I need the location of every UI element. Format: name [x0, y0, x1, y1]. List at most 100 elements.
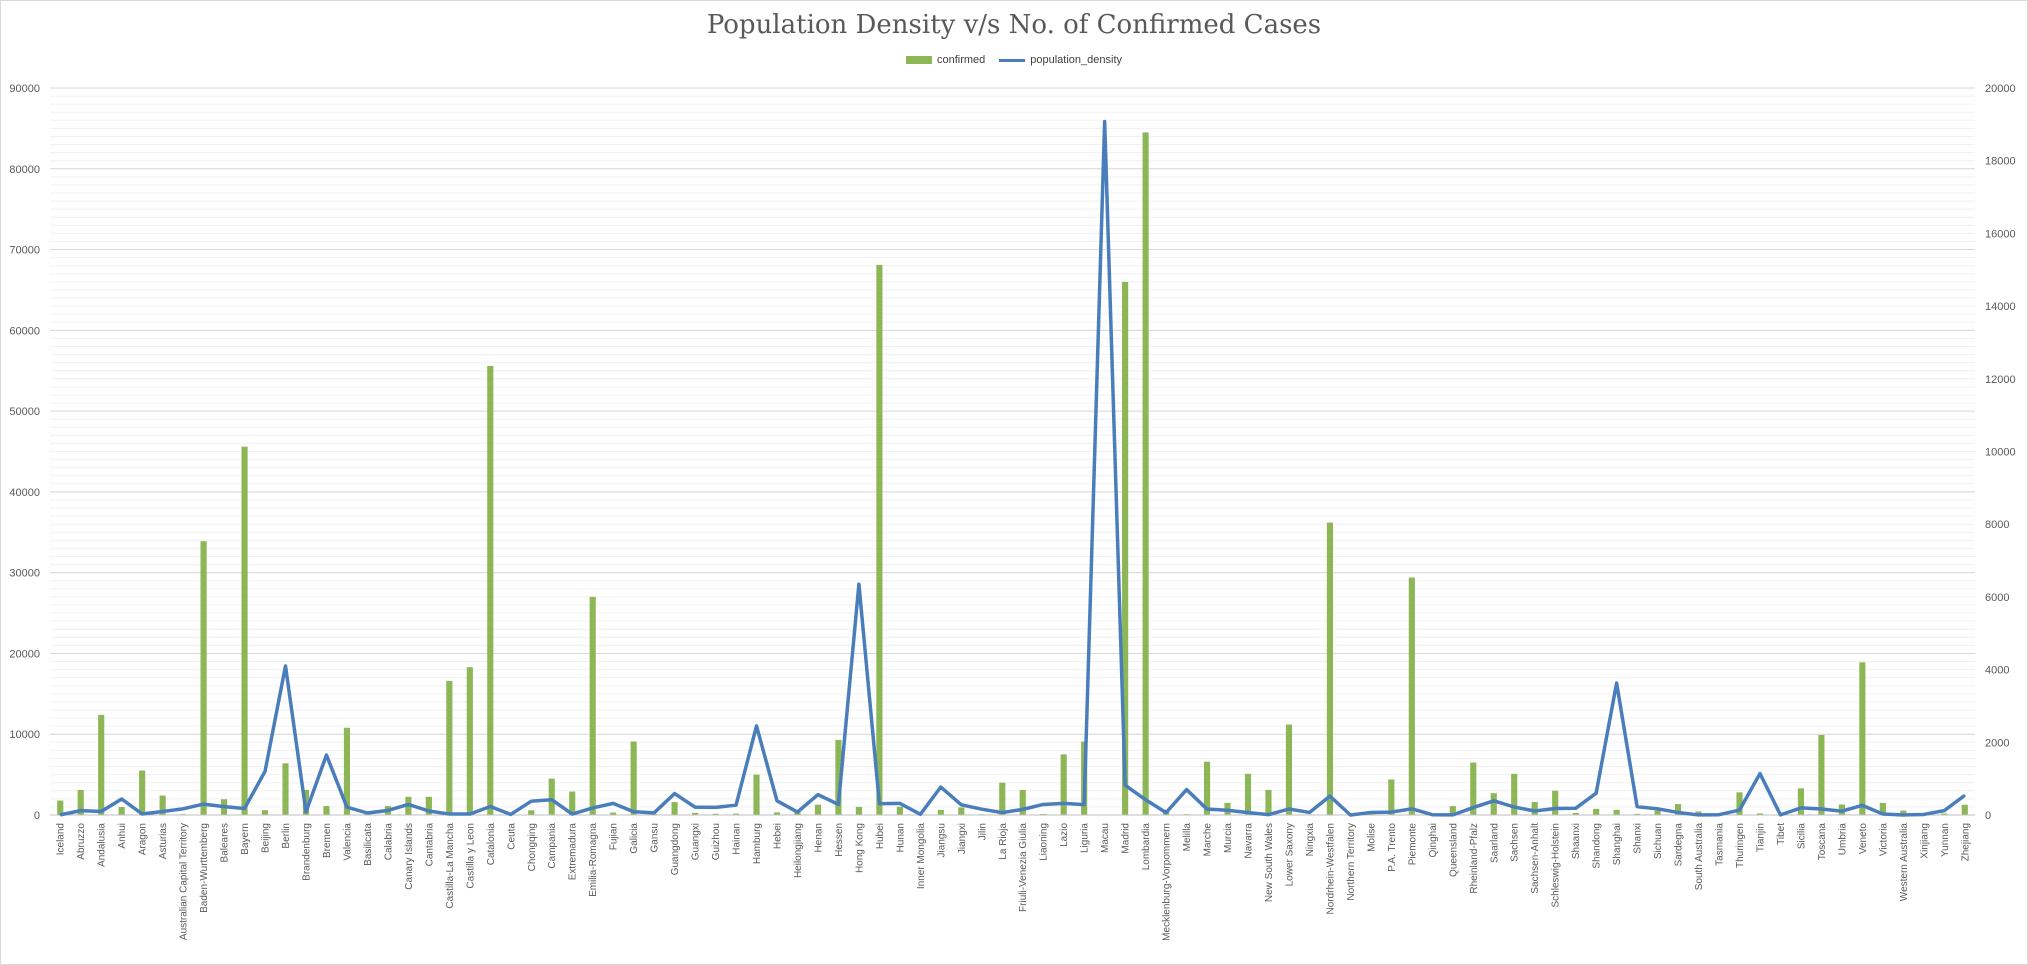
- bar-confirmed: [261, 810, 269, 815]
- x-tick-label: Sachsen: [1510, 823, 1521, 862]
- x-tick-label: Castilla y Leon: [465, 823, 476, 889]
- point-population-density: [387, 809, 389, 812]
- point-population-density: [1595, 792, 1597, 794]
- point-population-density: [305, 811, 307, 813]
- legend-label-confirmed: confirmed: [936, 54, 986, 66]
- x-tick-label: Basilicata: [363, 823, 374, 866]
- x-tick-label: Northern Territory: [1346, 823, 1357, 901]
- bar-confirmed: [1634, 813, 1641, 815]
- point-population-density: [878, 802, 881, 805]
- bar-confirmed: [773, 812, 781, 815]
- point-population-density: [469, 813, 471, 815]
- x-tick-label: Schleswig-Holstein: [1551, 823, 1562, 907]
- bar-confirmed: [1490, 793, 1497, 815]
- point-population-density: [1943, 809, 1946, 812]
- bar-confirmed: [1060, 754, 1067, 815]
- x-tick-label: Fujian: [609, 823, 620, 850]
- point-population-density: [264, 770, 266, 773]
- x-tick-label: Piemonte: [1407, 823, 1418, 866]
- point-population-density: [223, 805, 225, 808]
- x-tick-label: Valencia: [342, 823, 353, 861]
- x-tick-label: Castilla-La Mancha: [445, 823, 456, 909]
- bar-confirmed: [282, 763, 289, 815]
- point-population-density: [1759, 772, 1761, 775]
- point-population-density: [591, 807, 594, 809]
- bar-confirmed: [958, 807, 965, 815]
- legend-item-confirmed: confirmed: [905, 54, 986, 66]
- bar-confirmed: [487, 365, 494, 815]
- x-tick-label: Tibet: [1776, 823, 1787, 845]
- x-tick-label: Molise: [1366, 823, 1377, 852]
- x-tick-label: Catalonia: [486, 823, 497, 866]
- legend-item-population-density: population_density: [999, 54, 1122, 66]
- point-population-density: [1329, 795, 1331, 797]
- x-tick-label: Shanghai: [1612, 823, 1623, 865]
- point-population-density: [1820, 808, 1823, 810]
- y-tick-label-right: 10000: [1985, 447, 2016, 459]
- point-population-density: [1451, 814, 1454, 816]
- x-tick-label: Guangdong: [670, 823, 681, 875]
- x-tick-label: Shanxi: [1633, 823, 1644, 854]
- point-population-density: [428, 810, 430, 812]
- point-population-density: [1124, 784, 1126, 786]
- bar-confirmed: [1531, 802, 1538, 815]
- point-population-density: [817, 793, 819, 796]
- point-population-density: [1247, 811, 1249, 814]
- bar-confirmed: [1019, 789, 1026, 815]
- x-tick-label: Tasmania: [1715, 823, 1726, 866]
- point-population-density: [325, 754, 328, 756]
- bar-confirmed: [1736, 792, 1743, 815]
- x-tick-label: Gansu: [650, 823, 661, 852]
- bar-confirmed: [466, 667, 473, 815]
- x-tick-label: Ningxia: [1305, 823, 1316, 857]
- y-tick-label-right: 4000: [1985, 665, 2009, 677]
- point-population-density: [1861, 804, 1864, 807]
- chart-title: Population Density v/s No. of Confirmed …: [706, 10, 1322, 40]
- point-population-density: [1615, 682, 1618, 684]
- bar-confirmed: [692, 812, 699, 815]
- point-population-density: [1718, 813, 1720, 816]
- point-population-density: [571, 813, 574, 815]
- legend: confirmed population_density: [0, 54, 2028, 66]
- y-tick-label-right: 2000: [1985, 737, 2009, 749]
- bar-confirmed: [569, 791, 576, 815]
- legend-swatch-confirmed: [905, 56, 932, 64]
- point-population-density: [714, 806, 717, 809]
- point-population-density: [284, 665, 287, 667]
- x-tick-label: Ceuta: [506, 823, 517, 850]
- point-population-density: [694, 806, 696, 808]
- y-tick-label-right: 8000: [1985, 519, 2009, 531]
- x-tick-label: Shandong: [1592, 823, 1603, 869]
- bar-confirmed: [1203, 761, 1211, 815]
- bar-confirmed: [528, 810, 535, 815]
- point-population-density: [1800, 807, 1802, 809]
- x-tick-label: Mecklenburg-Vorpommern: [1162, 823, 1173, 941]
- bar-confirmed: [610, 812, 617, 815]
- legend-label-population-density: population_density: [1030, 54, 1123, 66]
- x-tick-label: Marche: [1203, 823, 1214, 857]
- point-population-density: [530, 800, 533, 802]
- y-tick-label-left: 90000: [9, 83, 40, 95]
- x-tick-label: Madrid: [1121, 823, 1132, 854]
- point-population-density: [1882, 813, 1884, 815]
- point-population-density: [59, 814, 62, 816]
- point-population-density: [141, 813, 143, 815]
- x-tick-label: Jiangxi: [957, 823, 968, 854]
- bar-confirmed: [712, 813, 719, 815]
- point-population-density: [1165, 811, 1167, 814]
- point-population-density: [1963, 794, 1966, 797]
- bar-confirmed: [1674, 804, 1682, 815]
- bar-confirmed: [1572, 812, 1579, 815]
- point-population-density: [79, 809, 82, 812]
- point-population-density: [1697, 814, 1700, 816]
- point-population-density: [735, 804, 737, 806]
- bar-confirmed: [1941, 813, 1948, 815]
- bar-confirmed: [1879, 802, 1886, 815]
- point-population-density: [1288, 808, 1290, 810]
- bar-confirmed: [1593, 808, 1600, 815]
- x-tick-label: Lazio: [1059, 823, 1070, 847]
- point-population-density: [1533, 810, 1536, 812]
- point-population-density: [509, 813, 512, 816]
- x-tick-label: Berlin: [281, 823, 292, 849]
